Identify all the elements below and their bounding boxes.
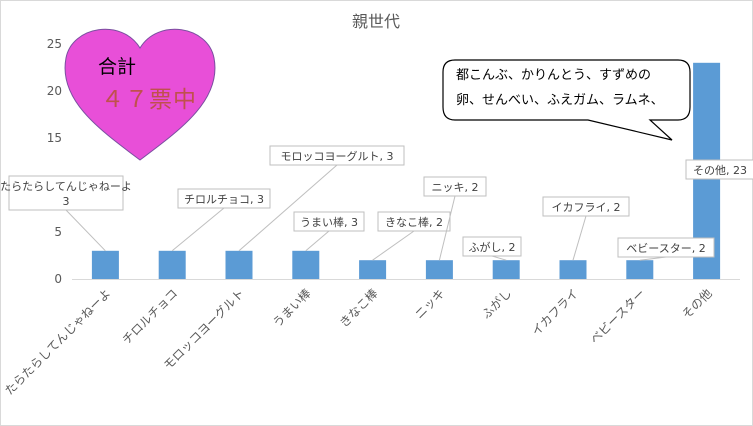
bar	[492, 260, 520, 279]
data-label: イカフライ, 2	[552, 201, 621, 214]
bar	[292, 250, 320, 279]
data-label-leader	[491, 255, 507, 261]
callout-text: 都こんぶ、かりんとう、すずめの 卵、せんべい、ふえガム、ラムネ、	[456, 63, 684, 113]
data-label-leader	[372, 230, 415, 261]
data-label-leader	[65, 209, 106, 252]
callout-bubble	[442, 59, 691, 141]
data-label-line: 3	[63, 195, 70, 208]
bar	[626, 260, 654, 279]
x-tick-label: ふがし	[478, 286, 514, 322]
data-label: ベビースター, 2	[626, 242, 705, 255]
data-label-box	[685, 159, 753, 180]
bar	[359, 260, 387, 279]
x-tick-label: その他	[679, 286, 714, 321]
x-tick-label: ベビースター	[588, 286, 648, 346]
x-tick-label: ニッキ	[412, 286, 447, 321]
data-label-leader	[639, 256, 667, 261]
data-label-box	[269, 145, 405, 166]
data-label-leader	[238, 164, 338, 252]
data-label-leader	[438, 195, 456, 261]
data-label: モロッコヨーグルト, 3	[281, 149, 394, 163]
chart-title: 親世代	[352, 12, 400, 31]
data-label: チロルチョコ, 3	[184, 193, 264, 206]
data-label: ニッキ, 2	[432, 181, 479, 194]
data-label-leader	[171, 207, 225, 252]
callout-line-1: 都こんぶ、かりんとう、すずめの	[456, 68, 652, 83]
y-tick-label: 0	[54, 272, 62, 286]
heart-label-total: 合計	[98, 56, 137, 78]
data-label-box	[377, 211, 451, 232]
callout-line-2: 卵、せんべい、ふえガム、ラムネ、	[456, 93, 664, 108]
data-label-box	[462, 236, 522, 257]
data-label: うまい棒, 3	[300, 215, 358, 229]
bar	[158, 250, 186, 279]
data-label-box	[423, 176, 487, 197]
data-label-box	[177, 188, 271, 209]
data-label: きなこ棒, 2	[385, 215, 443, 229]
heart-shape	[64, 28, 216, 161]
x-tick-label: うまい棒	[270, 286, 314, 330]
bar	[425, 260, 453, 279]
x-tick-label: きなこ棒	[337, 286, 381, 330]
data-label-leader	[572, 215, 587, 261]
y-tick-label: 25	[47, 37, 62, 51]
bar	[91, 250, 119, 279]
data-label-line: たらたらしてんじゃねーよ	[0, 180, 132, 193]
heart-label-votes: ４７票中	[101, 87, 197, 113]
data-label: ふがし, 2	[469, 240, 516, 254]
data-label-box	[617, 237, 715, 258]
y-tick-label: 5	[54, 225, 62, 239]
y-tick-label: 20	[47, 84, 62, 98]
bar	[559, 260, 587, 279]
data-label-box	[542, 196, 630, 217]
x-tick-label: たらたらしてんじゃねーよ	[2, 286, 113, 397]
data-label-box	[8, 175, 124, 211]
y-tick-label: 15	[47, 131, 62, 145]
data-label-leader	[305, 230, 330, 252]
x-tick-label: チロルチョコ	[119, 286, 180, 347]
x-tick-label: イカフライ	[529, 286, 581, 338]
data-label-box	[293, 211, 365, 232]
data-label: その他, 23	[693, 164, 747, 177]
bar	[225, 250, 253, 279]
